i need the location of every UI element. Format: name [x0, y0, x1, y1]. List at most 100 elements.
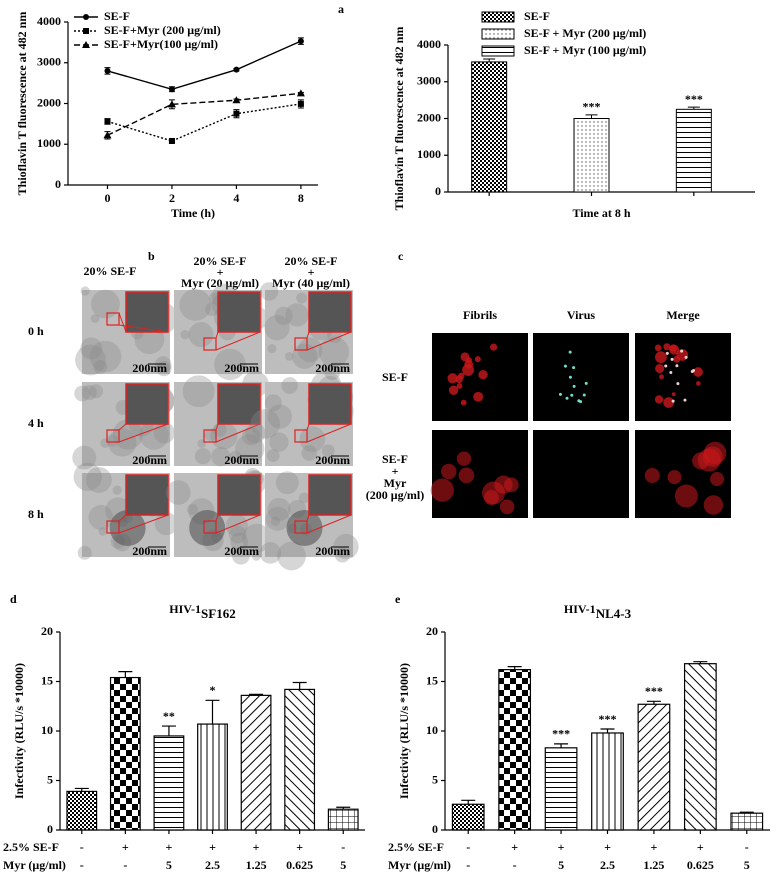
condition-value: + [166, 840, 173, 854]
error-bar [74, 787, 89, 792]
fibril-signal [466, 357, 472, 364]
legend-swatch [481, 45, 515, 57]
virus-signal [565, 396, 569, 400]
texture [214, 348, 246, 381]
virus-signal [665, 351, 669, 355]
y-tick-label: 0 [435, 184, 441, 198]
condition-value: 5 [166, 858, 172, 872]
scale-label: 200nm [132, 361, 167, 375]
scale-label: 200nm [315, 544, 350, 558]
fibril-signal [441, 463, 457, 480]
y-tick-label: 1000 [417, 147, 441, 161]
fibril-signal [504, 477, 519, 493]
fibril-signal [703, 495, 724, 515]
scale-label: 200nm [315, 361, 350, 375]
fibril-signal [693, 367, 703, 377]
y-axis-label: Thioflavin T fluorescence at 482 nm [15, 12, 29, 196]
fibril-signal [669, 344, 677, 352]
condition-value: - [341, 840, 345, 854]
texture [160, 363, 171, 373]
zoom-lines [215, 514, 261, 534]
fibril-signal [460, 399, 467, 406]
texture [90, 314, 100, 323]
error-bar [483, 58, 496, 62]
error-bar [292, 681, 307, 690]
virus-signal [670, 357, 674, 361]
zoom-lines [306, 331, 352, 351]
texture [266, 449, 280, 463]
roi [294, 520, 308, 534]
texture [299, 426, 326, 453]
texture [81, 385, 97, 401]
texture [77, 545, 92, 560]
virus-signal [558, 392, 562, 396]
zoom-lines [118, 312, 169, 333]
virus-signal [572, 366, 576, 370]
marker [104, 67, 111, 74]
column-header: + [217, 265, 224, 279]
y-tick-label: 4000 [417, 37, 441, 51]
texture [89, 340, 122, 373]
roi [106, 520, 120, 534]
y-tick-label: 4000 [37, 14, 61, 28]
virus-signal [579, 400, 583, 404]
texture [321, 444, 335, 458]
column-header: Myr (20 μg/ml) [181, 276, 259, 290]
column-header: Virus [567, 308, 596, 322]
y-tick-label: 1000 [37, 136, 61, 150]
texture [194, 448, 212, 465]
condition-label: Myr (μg/ml) [3, 858, 66, 872]
texture [267, 344, 277, 354]
significance: *** [685, 92, 703, 106]
bar [544, 747, 578, 831]
legend-label: SE-F+Myr (200 μg/ml) [104, 23, 221, 37]
texture [179, 288, 212, 321]
significance: ** [163, 709, 175, 723]
bar [327, 808, 359, 831]
roi [294, 429, 308, 443]
column-header: 20% SE-F [284, 254, 337, 268]
condition-value: + [209, 840, 216, 854]
fibril-signal [654, 395, 664, 404]
roi [203, 337, 217, 351]
marker [168, 137, 175, 144]
y-axis-label: Infectivity (RLU/s *10000) [12, 663, 26, 799]
bar [591, 732, 624, 831]
texture [259, 542, 282, 564]
texture [75, 344, 106, 376]
condition-value: - [123, 858, 127, 872]
texture [182, 375, 215, 408]
virus-signal [675, 364, 679, 368]
error-bar [507, 666, 522, 670]
inset [125, 474, 169, 516]
condition-value: 1.25 [643, 858, 664, 872]
marker [297, 100, 304, 107]
legend-swatch [481, 28, 515, 40]
texture [211, 447, 231, 467]
fibril-signal [456, 383, 463, 389]
y-tick-label: 5 [432, 772, 438, 786]
texture [187, 503, 198, 515]
bar [730, 812, 764, 831]
significance: * [210, 683, 216, 697]
fibril-signal [710, 472, 725, 487]
bar [153, 735, 185, 831]
texture [285, 303, 309, 327]
condition-value: - [80, 858, 84, 872]
virus-signal [570, 393, 574, 397]
marker [233, 110, 240, 117]
zoom-lines [118, 514, 169, 534]
texture [284, 352, 294, 361]
chart-title-main: HIV-1 [169, 602, 201, 616]
y-tick-label: 2000 [417, 110, 441, 124]
fibril-signal [671, 392, 676, 397]
texture [225, 514, 248, 537]
texture [197, 439, 206, 448]
condition-value: + [651, 840, 658, 854]
fibril-signal [655, 363, 665, 374]
roi [106, 312, 120, 326]
scale-label: 200nm [224, 453, 259, 467]
error-bar [461, 799, 476, 805]
series-line [107, 92, 301, 136]
row-label: 0 h [28, 324, 44, 338]
